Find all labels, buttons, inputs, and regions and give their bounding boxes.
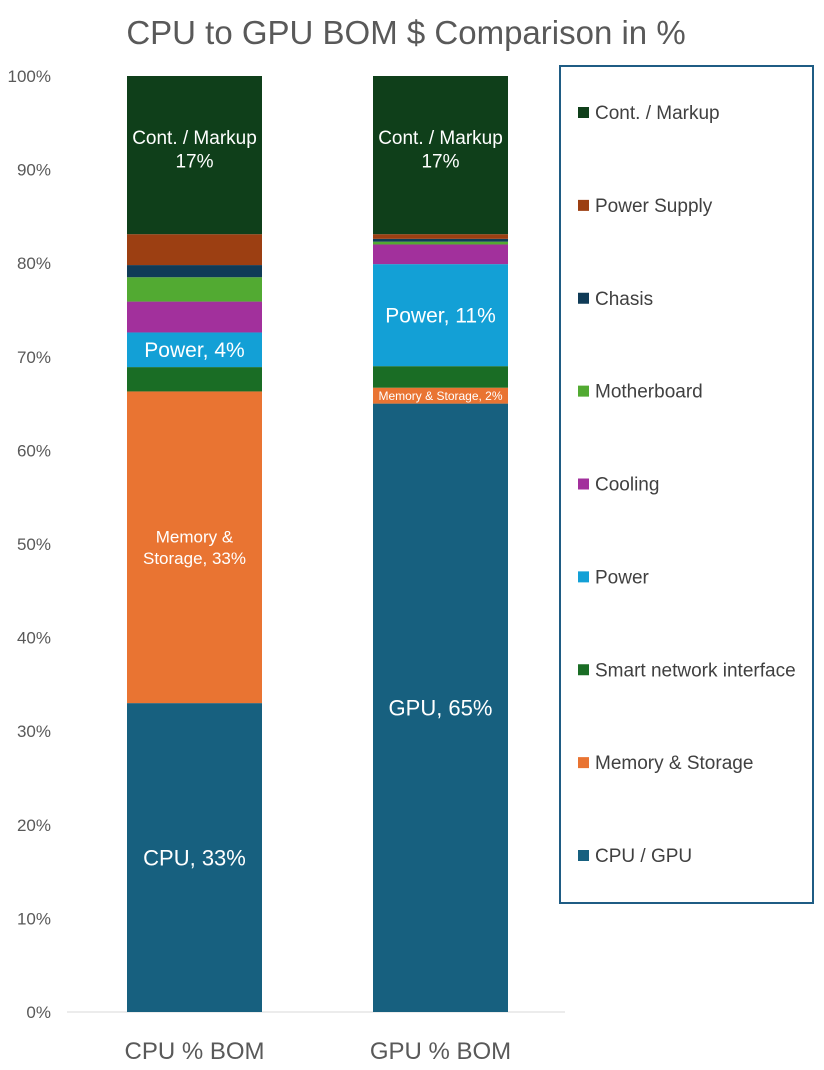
legend-swatch: [578, 757, 589, 769]
bar-segment: [373, 264, 508, 367]
legend-swatch: [578, 478, 589, 490]
y-tick-label: 20%: [17, 816, 51, 835]
legend-label: Motherboard: [595, 382, 703, 403]
legend-swatch: [578, 664, 589, 676]
data-label: Storage, 33%: [143, 549, 246, 568]
y-tick-label: 0%: [26, 1003, 51, 1022]
legend-label: Cont. / Markup: [595, 103, 720, 124]
bar-segment: [373, 387, 508, 404]
data-label: Cont. / Markup: [132, 128, 257, 149]
legend-label: Chasis: [595, 289, 653, 310]
data-label: Power, 4%: [144, 339, 244, 362]
y-tick-label: 40%: [17, 629, 51, 648]
bar-segment: [373, 241, 508, 245]
legend-swatch: [578, 385, 589, 397]
bar-segment: [127, 234, 262, 266]
bar-segment: [127, 703, 262, 1012]
bar-segment: [127, 265, 262, 278]
data-label: 17%: [421, 152, 459, 173]
y-tick-label: 50%: [17, 535, 51, 554]
bar-segment: [373, 403, 508, 1013]
data-label: 17%: [175, 152, 213, 173]
legend-swatch: [578, 199, 589, 211]
y-tick-label: 30%: [17, 722, 51, 741]
legend-label: Cooling: [595, 475, 659, 496]
data-label: Cont. / Markup: [378, 128, 503, 149]
bar-segment: [373, 76, 508, 235]
data-label: Memory & Storage, 2%: [378, 389, 502, 403]
bar-segment: [127, 76, 262, 235]
legend-swatch: [578, 850, 589, 861]
y-tick-label: 90%: [17, 161, 51, 180]
data-labels-group: CPU, 33% Memory & Storage, 33% Power, 4% Con…: [132, 128, 503, 870]
x-axis: CPU % BOM GPU % BOM: [124, 1038, 511, 1065]
data-label: Memory &: [156, 528, 234, 547]
chart-title: CPU to GPU BOM $ Comparison in %: [126, 14, 685, 51]
legend: Cont. / Markup Power Supply Chasis Motherbo…: [559, 65, 814, 904]
bar-segment: [127, 301, 262, 333]
y-tick-label: 60%: [17, 441, 51, 460]
y-tick-label: 10%: [17, 909, 51, 928]
bar-segment: [127, 277, 262, 302]
y-axis: 0% 10% 20% 30% 40% 50% 60% 70% 80% 90% 100%: [8, 67, 51, 1022]
legend-swatch: [578, 571, 589, 583]
data-label: CPU, 33%: [143, 845, 246, 870]
bars-group: [127, 76, 508, 1013]
legend-label: Memory & Storage: [595, 753, 753, 774]
bar-segment: [127, 332, 262, 368]
legend-label: Power: [595, 567, 650, 588]
legend-swatch: [578, 292, 589, 304]
bar-segment: [373, 234, 508, 239]
x-category-label: GPU % BOM: [370, 1038, 511, 1065]
legend-swatch: [578, 107, 589, 118]
y-tick-label: 80%: [17, 254, 51, 273]
x-category-label: CPU % BOM: [124, 1038, 264, 1065]
legend-box: [559, 65, 814, 904]
bar-segment: [373, 238, 508, 242]
bar-segment: [373, 366, 508, 388]
bar-segment: [373, 244, 508, 265]
legend-label: Power Supply: [595, 196, 713, 217]
data-label: GPU, 65%: [389, 696, 493, 721]
y-tick-label: 70%: [17, 348, 51, 367]
data-label: Power, 11%: [385, 304, 496, 327]
legend-label: CPU / GPU: [595, 846, 692, 867]
bar-segment: [127, 391, 262, 704]
bar-segment: [127, 367, 262, 392]
y-tick-label: 100%: [8, 67, 51, 86]
legend-label: Smart network interface: [595, 660, 796, 681]
